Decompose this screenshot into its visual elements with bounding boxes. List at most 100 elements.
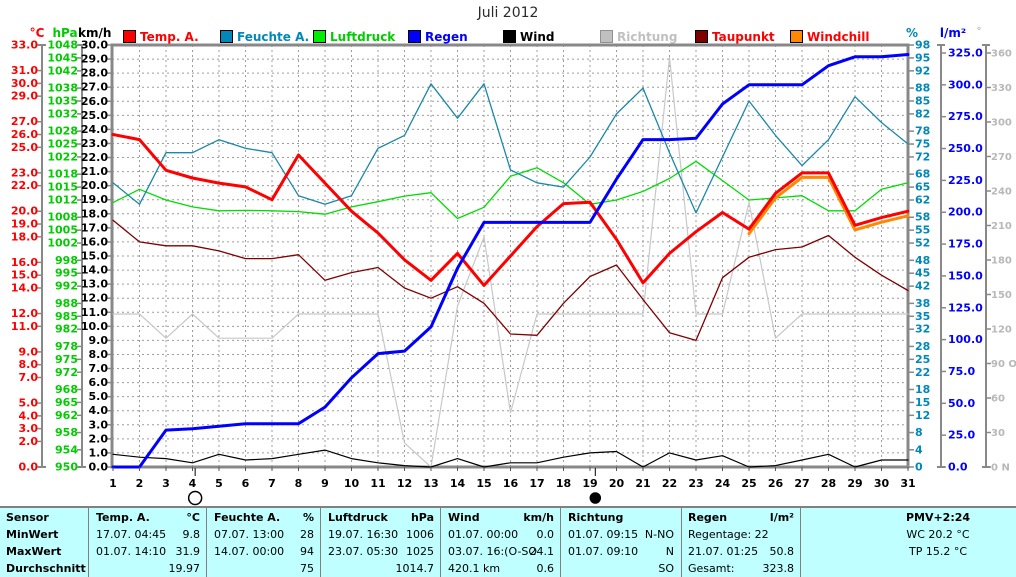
axis-tick-label-pct: 75 bbox=[915, 138, 930, 151]
series-line-wind bbox=[112, 449, 909, 468]
table-row-label-durchschnitt: Durchschnitt bbox=[6, 562, 86, 575]
legend-label: Feuchte A. bbox=[237, 30, 310, 44]
cell-text-left: 14.07. 00:00 bbox=[214, 545, 285, 558]
x-axis-day-label: 10 bbox=[344, 477, 360, 490]
legend-item-regen: Regen bbox=[408, 27, 468, 44]
axis-tick-label-pct: 85 bbox=[915, 94, 930, 107]
cell-text-left: Feuchte A. bbox=[214, 511, 281, 524]
axis-tick-label-hpa: 1038 bbox=[47, 82, 78, 95]
legend-label: Wind bbox=[520, 30, 555, 44]
legend-swatch-icon bbox=[600, 30, 613, 43]
axis-tick-label-pct: 58 bbox=[915, 211, 930, 224]
axis-tick-label-pct: 88 bbox=[915, 82, 930, 95]
axis-tick-label-kmh: 14.0 bbox=[81, 264, 108, 277]
axis-tick-label-lm2: 200.0 bbox=[948, 206, 983, 219]
axis-tick-label-kmh: 10.0 bbox=[81, 320, 108, 333]
table-cell-luftdruck-row2: 23.07. 05:30 1025 bbox=[328, 543, 434, 560]
legend-swatch-icon bbox=[123, 30, 136, 43]
table-cell-temp-a--row1: 17.07. 04:45 9.8 bbox=[96, 526, 200, 543]
axis-tick-label-deg: 120 bbox=[991, 325, 1012, 336]
axis-tick-label-lm2: 275.0 bbox=[948, 110, 983, 123]
axis-tick-label-kmh: 23.0 bbox=[81, 137, 108, 150]
legend-swatch-icon bbox=[790, 30, 803, 43]
x-axis-day-label: 24 bbox=[715, 477, 731, 490]
cell-value-right: 28 bbox=[300, 528, 314, 541]
cell-text-left: 03.07. 16:(O-SO bbox=[448, 545, 538, 558]
axis-tick-label-pct: 92 bbox=[915, 64, 930, 77]
axis-tick-label-pct: 22 bbox=[915, 366, 930, 379]
axis-tick-label-pct: 48 bbox=[915, 254, 930, 267]
x-axis-day-label: 4 bbox=[189, 477, 197, 490]
x-axis-day-label: 14 bbox=[450, 477, 466, 490]
cell-text-left: Luftdruck bbox=[328, 511, 388, 524]
legend-item-taupunkt: Taupunkt bbox=[695, 27, 775, 44]
cell-text-left: 23.07. 05:30 bbox=[328, 545, 399, 558]
cell-value-right: 1006 bbox=[406, 528, 434, 541]
axis-tick-label-kmh: 27.0 bbox=[81, 81, 108, 94]
axis-tick-label-hpa: 1042 bbox=[47, 64, 78, 77]
table-cell-temp-a--row3: 19.97 bbox=[96, 560, 201, 577]
axis-tick-label-deg: 180 S bbox=[991, 256, 1016, 267]
axis-tick-label-c: 23.0 bbox=[11, 166, 38, 179]
axis-tick-label-lm2: 300.0 bbox=[948, 78, 983, 91]
axis-tick-label-kmh: 3.0 bbox=[89, 418, 109, 431]
x-axis-day-label: 17 bbox=[529, 477, 544, 490]
x-axis-day-label: 18 bbox=[556, 477, 571, 490]
axis-tick-label-hpa: 1025 bbox=[47, 138, 78, 151]
axis-tick-label-kmh: 26.0 bbox=[81, 95, 108, 108]
axis-tick-label-c: 5.0 bbox=[19, 397, 39, 410]
axis-tick-label-deg: 150 bbox=[991, 290, 1012, 301]
axis-tick-label-kmh: 0.0 bbox=[89, 461, 109, 474]
cell-text-left: Wind bbox=[448, 511, 480, 524]
axis-tick-label-pct: 65 bbox=[915, 181, 930, 194]
axis-tick-label-c: 15.0 bbox=[11, 269, 38, 282]
table-cell-richtung-row1: 01.07. 09:15 N-NO bbox=[568, 526, 674, 543]
legend-item-richtung: Richtung bbox=[600, 27, 677, 44]
axis-tick-label-deg: 330 bbox=[991, 83, 1012, 94]
axis-tick-label-deg: 60 bbox=[991, 394, 1005, 405]
legend-label: Windchill bbox=[807, 30, 870, 44]
axis-tick-label-kmh: 15.0 bbox=[81, 250, 108, 263]
axis-tick-label-c: 9.0 bbox=[19, 345, 39, 358]
table-row-label-minwert: MinWert bbox=[6, 528, 59, 541]
axis-tick-label-lm2: 50.0 bbox=[948, 397, 975, 410]
cell-value-right: km/h bbox=[523, 511, 554, 524]
cell-value-right: N-NO bbox=[644, 528, 674, 541]
axis-tick-label-c: 30.0 bbox=[11, 77, 38, 90]
x-axis-day-label: 11 bbox=[370, 477, 385, 490]
table-column-divider bbox=[560, 508, 561, 577]
axis-tick-label-kmh: 17.0 bbox=[81, 221, 108, 234]
axis-tick-label-lm2: 0.0 bbox=[948, 461, 968, 474]
axis-tick-label-c: 33.0 bbox=[11, 39, 38, 52]
x-axis-day-label: 13 bbox=[423, 477, 438, 490]
axis-header-celsius: °C bbox=[29, 26, 45, 40]
axis-tick-label-hpa: 1045 bbox=[47, 51, 78, 64]
x-axis-day-label: 31 bbox=[900, 477, 915, 490]
cell-text-left: 21.07. 01:25 bbox=[688, 545, 759, 558]
x-axis-day-label: 9 bbox=[321, 477, 329, 490]
axis-tick-label-pct: 55 bbox=[915, 224, 930, 237]
axis-tick-label-hpa: 1048 bbox=[47, 39, 78, 52]
axis-tick-label-deg: 240 bbox=[991, 187, 1012, 198]
table-cell-regen-row2: 21.07. 01:25 50.8 bbox=[688, 543, 794, 560]
axis-header-kmh: km/h bbox=[78, 26, 112, 40]
axis-tick-label-hpa: 965 bbox=[55, 396, 78, 409]
x-axis-day-label: 30 bbox=[874, 477, 890, 490]
x-axis-day-label: 12 bbox=[397, 477, 412, 490]
legend-item-windchill: Windchill bbox=[790, 27, 869, 44]
axis-tick-label-hpa: 1022 bbox=[47, 150, 78, 163]
x-axis-day-label: 8 bbox=[295, 477, 303, 490]
axis-tick-label-deg: 270 W bbox=[991, 152, 1016, 163]
axis-tick-label-kmh: 1.0 bbox=[89, 446, 109, 459]
axis-tick-label-pct: 32 bbox=[915, 323, 930, 336]
axis-tick-label-hpa: 988 bbox=[55, 297, 78, 310]
table-cell-wind-row3: 420.1 km 0.6 bbox=[448, 560, 554, 577]
axis-tick-label-kmh: 19.0 bbox=[81, 193, 108, 206]
axis-tick-label-lm2: 325.0 bbox=[948, 47, 983, 60]
axis-tick-label-pct: 38 bbox=[915, 297, 930, 310]
axis-tick-label-pct: 82 bbox=[915, 107, 930, 120]
x-axis-day-label: 25 bbox=[741, 477, 756, 490]
axis-tick-label-kmh: 25.0 bbox=[81, 109, 108, 122]
legend-label: Luftdruck bbox=[330, 30, 396, 44]
axis-tick-label-c: 12.0 bbox=[11, 307, 38, 320]
